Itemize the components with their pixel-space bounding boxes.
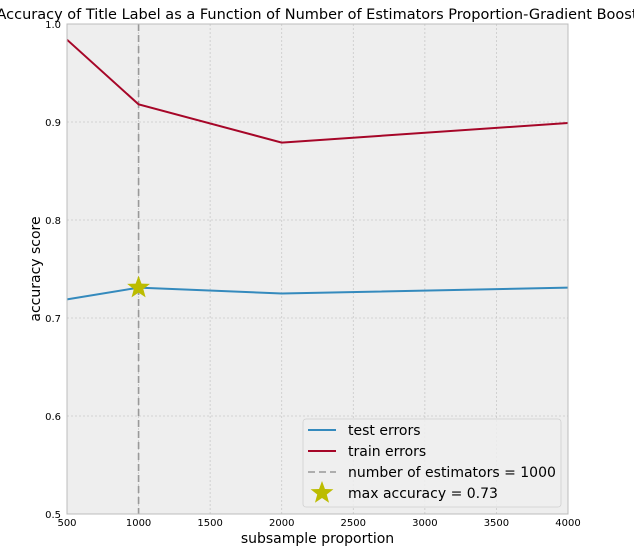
legend-entry-test-errors-label: test errors bbox=[348, 423, 421, 439]
y-tick-label: 0.5 bbox=[45, 510, 61, 521]
y-tick-label: 0.9 bbox=[45, 118, 61, 129]
markers bbox=[127, 275, 150, 298]
x-tick-label: 1500 bbox=[197, 518, 222, 529]
legend-entry-vline-label: number of estimators = 1000 bbox=[348, 465, 556, 481]
series-lines bbox=[66, 24, 569, 514]
max-accuracy-star bbox=[127, 275, 150, 298]
legend-entry-max-accuracy-label: max accuracy = 0.73 bbox=[348, 486, 498, 502]
y-tick-label: 0.8 bbox=[45, 216, 61, 227]
legend-entry-train-errors-label: train errors bbox=[348, 444, 426, 460]
x-tick-label: 4000 bbox=[555, 518, 580, 529]
x-tick-label: 3500 bbox=[484, 518, 509, 529]
series-line-test-errors bbox=[66, 286, 569, 301]
axis-ticks: 500 1000 1500 2000 2500 3000 3500 4000 0.5 0.6 0.7… bbox=[45, 20, 581, 529]
legend-entry-max-accuracy-swatch bbox=[310, 481, 334, 503]
y-axis-label: accuracy score bbox=[28, 216, 44, 321]
legend-box bbox=[302, 418, 562, 508]
x-axis-label: subsample proportion bbox=[241, 531, 394, 547]
y-tick-label: 0.7 bbox=[45, 314, 61, 325]
x-tick-label: 2000 bbox=[269, 518, 294, 529]
x-tick-label: 500 bbox=[57, 518, 76, 529]
y-tick-label: 0.6 bbox=[45, 412, 61, 423]
chart-title: Accuracy of Title Label as a Function of… bbox=[0, 7, 634, 23]
legend: test errors train errors number of estimat… bbox=[302, 418, 562, 508]
x-tick-label: 1000 bbox=[126, 518, 151, 529]
y-tick-label: 1.0 bbox=[45, 20, 61, 31]
plot-frame bbox=[66, 23, 569, 515]
x-tick-label: 2500 bbox=[341, 518, 366, 529]
x-tick-label: 3000 bbox=[412, 518, 437, 529]
series-line-train-errors bbox=[66, 38, 569, 144]
